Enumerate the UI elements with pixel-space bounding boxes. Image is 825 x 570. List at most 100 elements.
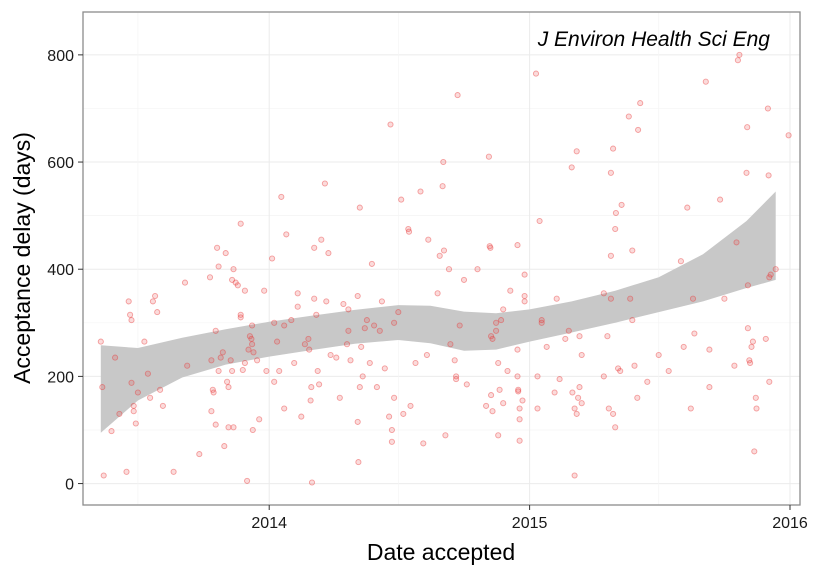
data-point [747, 359, 754, 367]
data-point [749, 338, 756, 345]
data-point [493, 327, 500, 334]
data-point [361, 325, 368, 332]
data-point [249, 322, 256, 329]
data-point [132, 420, 139, 427]
data-point [108, 428, 115, 435]
data-point [333, 354, 340, 361]
grid-lines [83, 12, 800, 505]
data-point [245, 346, 252, 353]
data-point [447, 341, 454, 348]
x-axis-ticks: 2014 2015 2016 [251, 505, 808, 532]
data-point [706, 346, 713, 353]
data-point [551, 389, 558, 396]
data-point [752, 394, 759, 401]
data-point [144, 370, 151, 377]
data-point [733, 239, 740, 246]
data-point [405, 228, 413, 235]
data-point [123, 468, 130, 475]
data-point [767, 271, 774, 278]
y-tick-label: 0 [65, 477, 74, 494]
data-point [534, 373, 541, 380]
data-point [345, 327, 352, 334]
data-point [731, 362, 738, 369]
data-point [316, 381, 323, 388]
data-point [486, 243, 493, 250]
data-point [689, 295, 697, 302]
data-point [269, 255, 276, 262]
data-point [381, 365, 388, 372]
data-point [241, 359, 248, 367]
data-point [746, 357, 753, 364]
data-point [230, 266, 237, 273]
x-tick-label: 2014 [251, 515, 287, 532]
data-point [556, 376, 563, 383]
plot-panel [83, 12, 800, 505]
data-point [691, 330, 698, 337]
data-point [612, 209, 619, 217]
data-point [439, 183, 446, 190]
data-point [127, 311, 134, 318]
data-point [734, 57, 741, 64]
data-point [237, 220, 244, 227]
data-point [271, 319, 278, 326]
data-point [604, 333, 611, 340]
data-point [355, 459, 362, 466]
data-point [569, 389, 576, 396]
data-point [237, 311, 244, 318]
data-point [237, 314, 244, 321]
data-point [532, 70, 540, 77]
data-point [434, 290, 441, 297]
data-point [325, 250, 332, 257]
data-point [209, 386, 216, 393]
data-point [224, 378, 231, 385]
data-point [460, 276, 468, 283]
data-point [212, 327, 219, 334]
data-point [152, 292, 159, 300]
data-point [417, 188, 424, 195]
data-point [366, 359, 373, 367]
data-point [766, 378, 773, 385]
y-axis-title: Acceptance delay (days) [9, 132, 35, 384]
data-point [445, 266, 453, 273]
data-point [354, 418, 361, 425]
confidence-band-area [100, 191, 776, 433]
data-point [665, 367, 672, 375]
data-point [308, 479, 316, 486]
data-point [495, 359, 502, 367]
data-point [217, 354, 224, 361]
data-point [157, 386, 164, 393]
data-point [271, 378, 278, 385]
data-point [571, 472, 578, 479]
data-point [488, 392, 495, 399]
data-point [308, 384, 315, 391]
data-point [232, 279, 239, 286]
data-point [612, 424, 619, 431]
data-point [159, 402, 166, 409]
data-point [454, 92, 461, 99]
data-point [573, 148, 580, 155]
data-point [327, 351, 334, 359]
data-point [215, 263, 222, 270]
data-point [249, 426, 256, 434]
data-point [359, 373, 366, 380]
x-tick-label: 2015 [512, 515, 548, 532]
data-point [371, 322, 378, 329]
data-point [744, 282, 751, 289]
data-point [314, 367, 321, 375]
plot-border [82, 11, 801, 506]
data-point [521, 292, 528, 300]
data-point [343, 341, 351, 348]
data-point [655, 351, 662, 359]
data-point [134, 389, 141, 396]
data-point [219, 349, 226, 356]
data-point [483, 402, 490, 409]
data-point [684, 204, 691, 211]
data-point [514, 373, 521, 380]
data-point [635, 126, 642, 133]
data-point [568, 164, 575, 171]
data-point [130, 408, 137, 415]
data-point [625, 113, 632, 120]
data-point [618, 201, 625, 208]
data-point [261, 287, 268, 294]
x-axis-title: Date accepted [367, 539, 515, 565]
